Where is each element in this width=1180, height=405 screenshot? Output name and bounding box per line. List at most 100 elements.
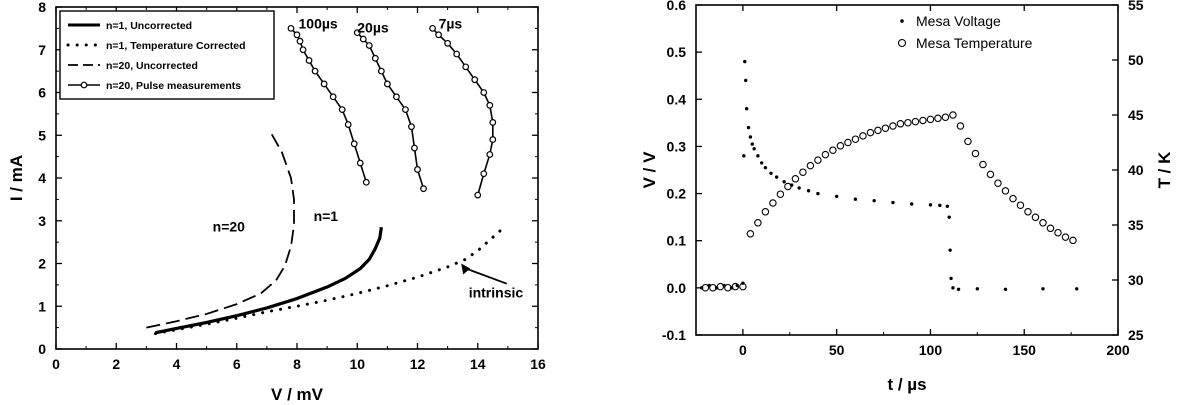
annotation-label: intrinsic xyxy=(469,285,524,301)
mesa-voltage-point xyxy=(797,186,801,190)
series-n1-uncorrected-line xyxy=(155,226,383,335)
y-tick-label: -0.1 xyxy=(662,327,686,343)
mesa-voltage-point xyxy=(975,287,980,291)
y2-tick-label: 30 xyxy=(1128,272,1144,288)
mesa-voltage-point xyxy=(742,154,746,158)
y-tick-label: 3 xyxy=(38,213,46,229)
mesa-voltage-point xyxy=(806,189,811,193)
mesa-voltage-point xyxy=(872,198,876,203)
y-tick-label: 0.2 xyxy=(667,186,687,202)
legend-marker-circle xyxy=(897,38,907,48)
legend-entry-label: n=20, Uncorrected xyxy=(106,60,198,72)
mesa-temperature-point xyxy=(1061,233,1070,241)
legend-entry-label: n=20, Pulse measurements xyxy=(106,80,241,92)
mesa-temperature-point xyxy=(919,116,927,125)
transient-chart: 0 50 100 150 200 -0.1 0.0 0.1 0.2 0.3 0.4 0.5 0.6 25 3… xyxy=(640,0,1174,394)
pulse-point xyxy=(429,24,436,32)
y-tick-label: 0.3 xyxy=(667,138,687,154)
series-n20-uncorrected-line xyxy=(146,130,295,329)
x-tick-label: 0 xyxy=(52,356,60,372)
pulse-point xyxy=(474,191,482,199)
pulse-point xyxy=(489,136,497,143)
mesa-temperature-point xyxy=(739,282,747,291)
mesa-temperature-point xyxy=(896,120,905,128)
mesa-temperature-point xyxy=(881,124,890,132)
mesa-voltage-point xyxy=(748,135,753,139)
x-tick-label: 50 xyxy=(829,342,845,358)
x-tick-label: 150 xyxy=(1013,342,1037,358)
pulse-point xyxy=(435,31,442,39)
pulse-point xyxy=(296,37,304,45)
legend-entry-label: Mesa Temperature xyxy=(916,35,1033,51)
mesa-temperature-point xyxy=(1001,187,1010,195)
pulse-point xyxy=(377,67,385,75)
pulse-point xyxy=(402,106,409,113)
mesa-temperature-point xyxy=(1069,236,1077,245)
x-tick-label: 8 xyxy=(293,356,301,372)
pulse-point xyxy=(359,35,367,43)
pulse-point xyxy=(414,166,421,173)
mesa-temperature-point xyxy=(806,161,815,170)
mesa-voltage-point xyxy=(756,154,760,158)
mesa-temperature-point xyxy=(926,115,935,124)
legend-entry-label: Mesa Voltage xyxy=(916,13,1001,29)
mesa-voltage-point xyxy=(750,142,754,146)
x-axis-label: V / mV xyxy=(271,385,324,404)
mesa-temperature-point xyxy=(851,135,860,143)
mesa-temperature-point xyxy=(1031,213,1040,222)
mesa-temperature-point xyxy=(821,150,830,159)
mesa-temperature-point xyxy=(866,128,875,137)
mesa-temperature-point xyxy=(904,118,912,127)
mesa-temperature-point xyxy=(979,160,987,169)
mesa-temperature-point xyxy=(859,132,867,140)
mesa-voltage-point xyxy=(744,107,749,111)
pulse-series-line xyxy=(431,27,494,196)
pulse-point xyxy=(371,54,379,62)
pulse-point xyxy=(411,144,418,152)
legend-marker-dot xyxy=(900,19,904,23)
mesa-voltage-point xyxy=(951,286,955,290)
pulse-point xyxy=(353,29,361,37)
pulse-point xyxy=(344,121,352,128)
x-tick-label: 16 xyxy=(530,356,546,372)
annotation-arrow-head xyxy=(461,263,471,275)
annotation-label: 100µs xyxy=(299,15,338,31)
y-axis-label: I / mA xyxy=(7,155,26,201)
mesa-temperature-point xyxy=(1039,219,1047,227)
mesa-temperature-point xyxy=(716,282,725,291)
mesa-temperature-point xyxy=(709,283,717,292)
mesa-voltage-point xyxy=(853,197,858,201)
mesa-voltage-point xyxy=(945,204,950,208)
pulse-point xyxy=(305,57,313,64)
mesa-temperature-point xyxy=(761,208,770,216)
plot-frame xyxy=(695,4,1119,336)
y2-axis-label: T / K xyxy=(1155,151,1174,189)
mesa-voltage-point xyxy=(928,203,933,207)
mesa-temperature-point xyxy=(799,168,807,176)
pulse-point xyxy=(480,170,488,178)
mesa-temperature-point xyxy=(874,126,882,135)
mesa-temperature-point xyxy=(911,117,920,126)
mesa-temperature-point xyxy=(731,282,740,291)
mesa-temperature-point xyxy=(986,170,995,179)
x-axis-label: t / µs xyxy=(887,375,926,394)
x-tick-label: 200 xyxy=(1106,342,1130,358)
mesa-temperature-point xyxy=(701,283,710,292)
annotation-label: 7µs xyxy=(439,15,463,31)
mesa-voltage-point xyxy=(956,287,961,291)
pulse-point xyxy=(444,39,452,47)
mesa-temperature-point xyxy=(814,156,822,164)
pulse-point xyxy=(420,185,427,193)
pulse-point xyxy=(350,140,358,148)
pulse-point xyxy=(462,63,470,71)
mesa-voltage-point xyxy=(949,276,953,281)
mesa-voltage-point xyxy=(816,191,820,196)
y-tick-label: 2 xyxy=(38,256,46,272)
pulse-point xyxy=(480,89,488,96)
legend-swatch-marker xyxy=(80,81,88,89)
pulse-point xyxy=(299,46,307,54)
pulse-point xyxy=(453,50,461,58)
mesa-temperature-point xyxy=(971,149,980,158)
y2-tick-label: 35 xyxy=(1128,217,1144,233)
mesa-temperature-point xyxy=(934,114,942,123)
